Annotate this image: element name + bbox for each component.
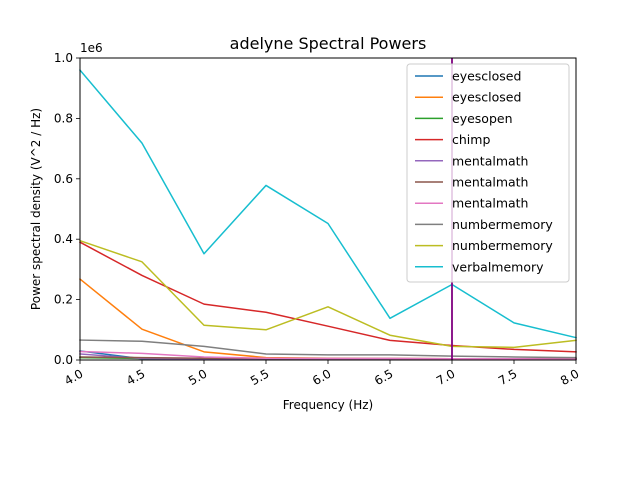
legend-label: eyesopen <box>452 111 513 126</box>
legend-label: eyesclosed <box>452 69 521 84</box>
legend-box <box>406 63 570 283</box>
legend-label: numbermemory <box>452 238 553 253</box>
series-layer <box>78 69 577 361</box>
legend: eyesclosed eyesclosed eyesopen chimp mentalm… <box>406 63 570 283</box>
legend-label: mentalmath <box>452 153 528 168</box>
series-line-7-numbermemory <box>79 339 577 359</box>
series-line-3-chimp <box>78 241 577 353</box>
y-tick-label: 0.6 <box>54 172 73 186</box>
series-line-9-verbalmemory <box>78 69 577 339</box>
y-tick-label: 0.0 <box>54 353 73 367</box>
y-tick-label: 1.0 <box>54 51 73 65</box>
chart-title: adelyne Spectral Powers <box>230 34 427 53</box>
y-axis: 0.0 0.2 0.4 0.6 0.8 1.0 <box>54 51 80 367</box>
y-axis-label: Power spectral density (V^2 / Hz) <box>29 108 43 310</box>
legend-label: eyesclosed <box>452 90 521 105</box>
y-axis-multiplier: 1e6 <box>80 41 103 55</box>
legend-label: verbalmemory <box>452 259 544 274</box>
series-line-6-mentalmath <box>79 350 577 360</box>
y-tick-label: 0.4 <box>54 232 73 246</box>
legend-label: mentalmath <box>452 175 528 190</box>
legend-label: mentalmath <box>452 196 528 211</box>
series-line-8-numbermemory <box>79 239 577 349</box>
legend-label: chimp <box>452 132 490 147</box>
legend-label: numbermemory <box>452 217 553 232</box>
y-tick-label: 0.8 <box>54 111 73 125</box>
y-tick-label: 0.2 <box>54 293 73 307</box>
x-axis-label: Frequency (Hz) <box>283 398 374 412</box>
